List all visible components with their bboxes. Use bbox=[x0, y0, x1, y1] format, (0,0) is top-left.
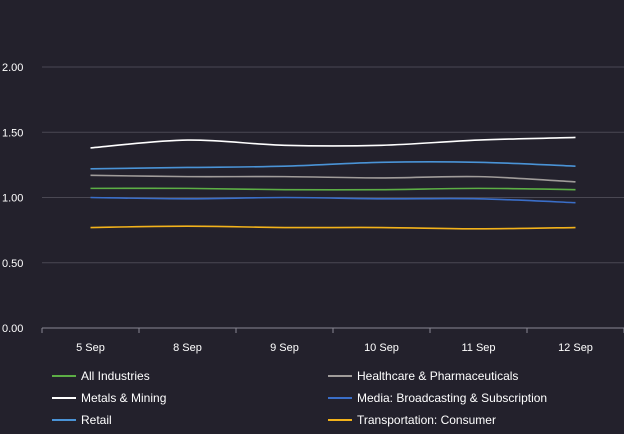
legend-label: Transportation: Consumer bbox=[357, 413, 496, 427]
legend-item[interactable]: All Industries bbox=[52, 366, 150, 386]
legend-label: Metals & Mining bbox=[81, 391, 167, 405]
legend-item[interactable]: Healthcare & Pharmaceuticals bbox=[328, 366, 518, 386]
series-line-2 bbox=[90, 136, 576, 149]
series-line-4 bbox=[90, 160, 576, 170]
series-lines bbox=[90, 136, 576, 230]
legend-item[interactable]: Retail bbox=[52, 410, 112, 430]
y-tick-label: 1.00 bbox=[2, 193, 23, 205]
legend-swatch bbox=[52, 419, 76, 421]
legend-swatch bbox=[328, 397, 352, 399]
line-chart: 0.00 0.50 1.00 1.50 2.00 5 Sep 8 Sep 9 Sep 10 S… bbox=[2, 62, 624, 354]
y-tick-label: 1.50 bbox=[2, 127, 23, 139]
legend-item[interactable]: Transportation: Consumer bbox=[328, 410, 496, 430]
legend-swatch bbox=[328, 375, 352, 377]
legend-label: Media: Broadcasting & Subscription bbox=[357, 391, 548, 405]
series-line-0 bbox=[90, 187, 576, 191]
y-axis: 0.00 0.50 1.00 1.50 2.00 bbox=[2, 62, 23, 335]
x-tick-label: 10 Sep bbox=[364, 342, 399, 354]
x-tick-label: 11 Sep bbox=[461, 342, 495, 354]
y-tick-label: 0.00 bbox=[2, 323, 23, 335]
x-tick-label: 9 Sep bbox=[270, 342, 299, 354]
x-axis: 5 Sep 8 Sep 9 Sep 10 Sep 11 Sep 12 Sep bbox=[41, 328, 624, 354]
y-tick-label: 2.00 bbox=[2, 62, 23, 74]
y-tick-label: 0.50 bbox=[2, 258, 23, 270]
x-tick-label: 5 Sep bbox=[76, 342, 105, 354]
x-tick-label: 12 Sep bbox=[558, 342, 593, 354]
legend: All Industries Healthcare & Pharmaceutica… bbox=[0, 366, 624, 432]
legend-label: Healthcare & Pharmaceuticals bbox=[357, 369, 519, 383]
legend-swatch bbox=[328, 419, 352, 421]
legend-item[interactable]: Media: Broadcasting & Subscription bbox=[328, 388, 547, 408]
legend-label: All Industries bbox=[81, 369, 150, 383]
series-line-5 bbox=[90, 225, 576, 230]
legend-item[interactable]: Metals & Mining bbox=[52, 388, 166, 408]
series-line-1 bbox=[90, 174, 576, 183]
legend-swatch bbox=[52, 397, 76, 399]
legend-swatch bbox=[52, 375, 76, 377]
x-tick-label: 8 Sep bbox=[173, 342, 202, 354]
series-line-3 bbox=[90, 196, 576, 204]
legend-label: Retail bbox=[81, 413, 112, 427]
